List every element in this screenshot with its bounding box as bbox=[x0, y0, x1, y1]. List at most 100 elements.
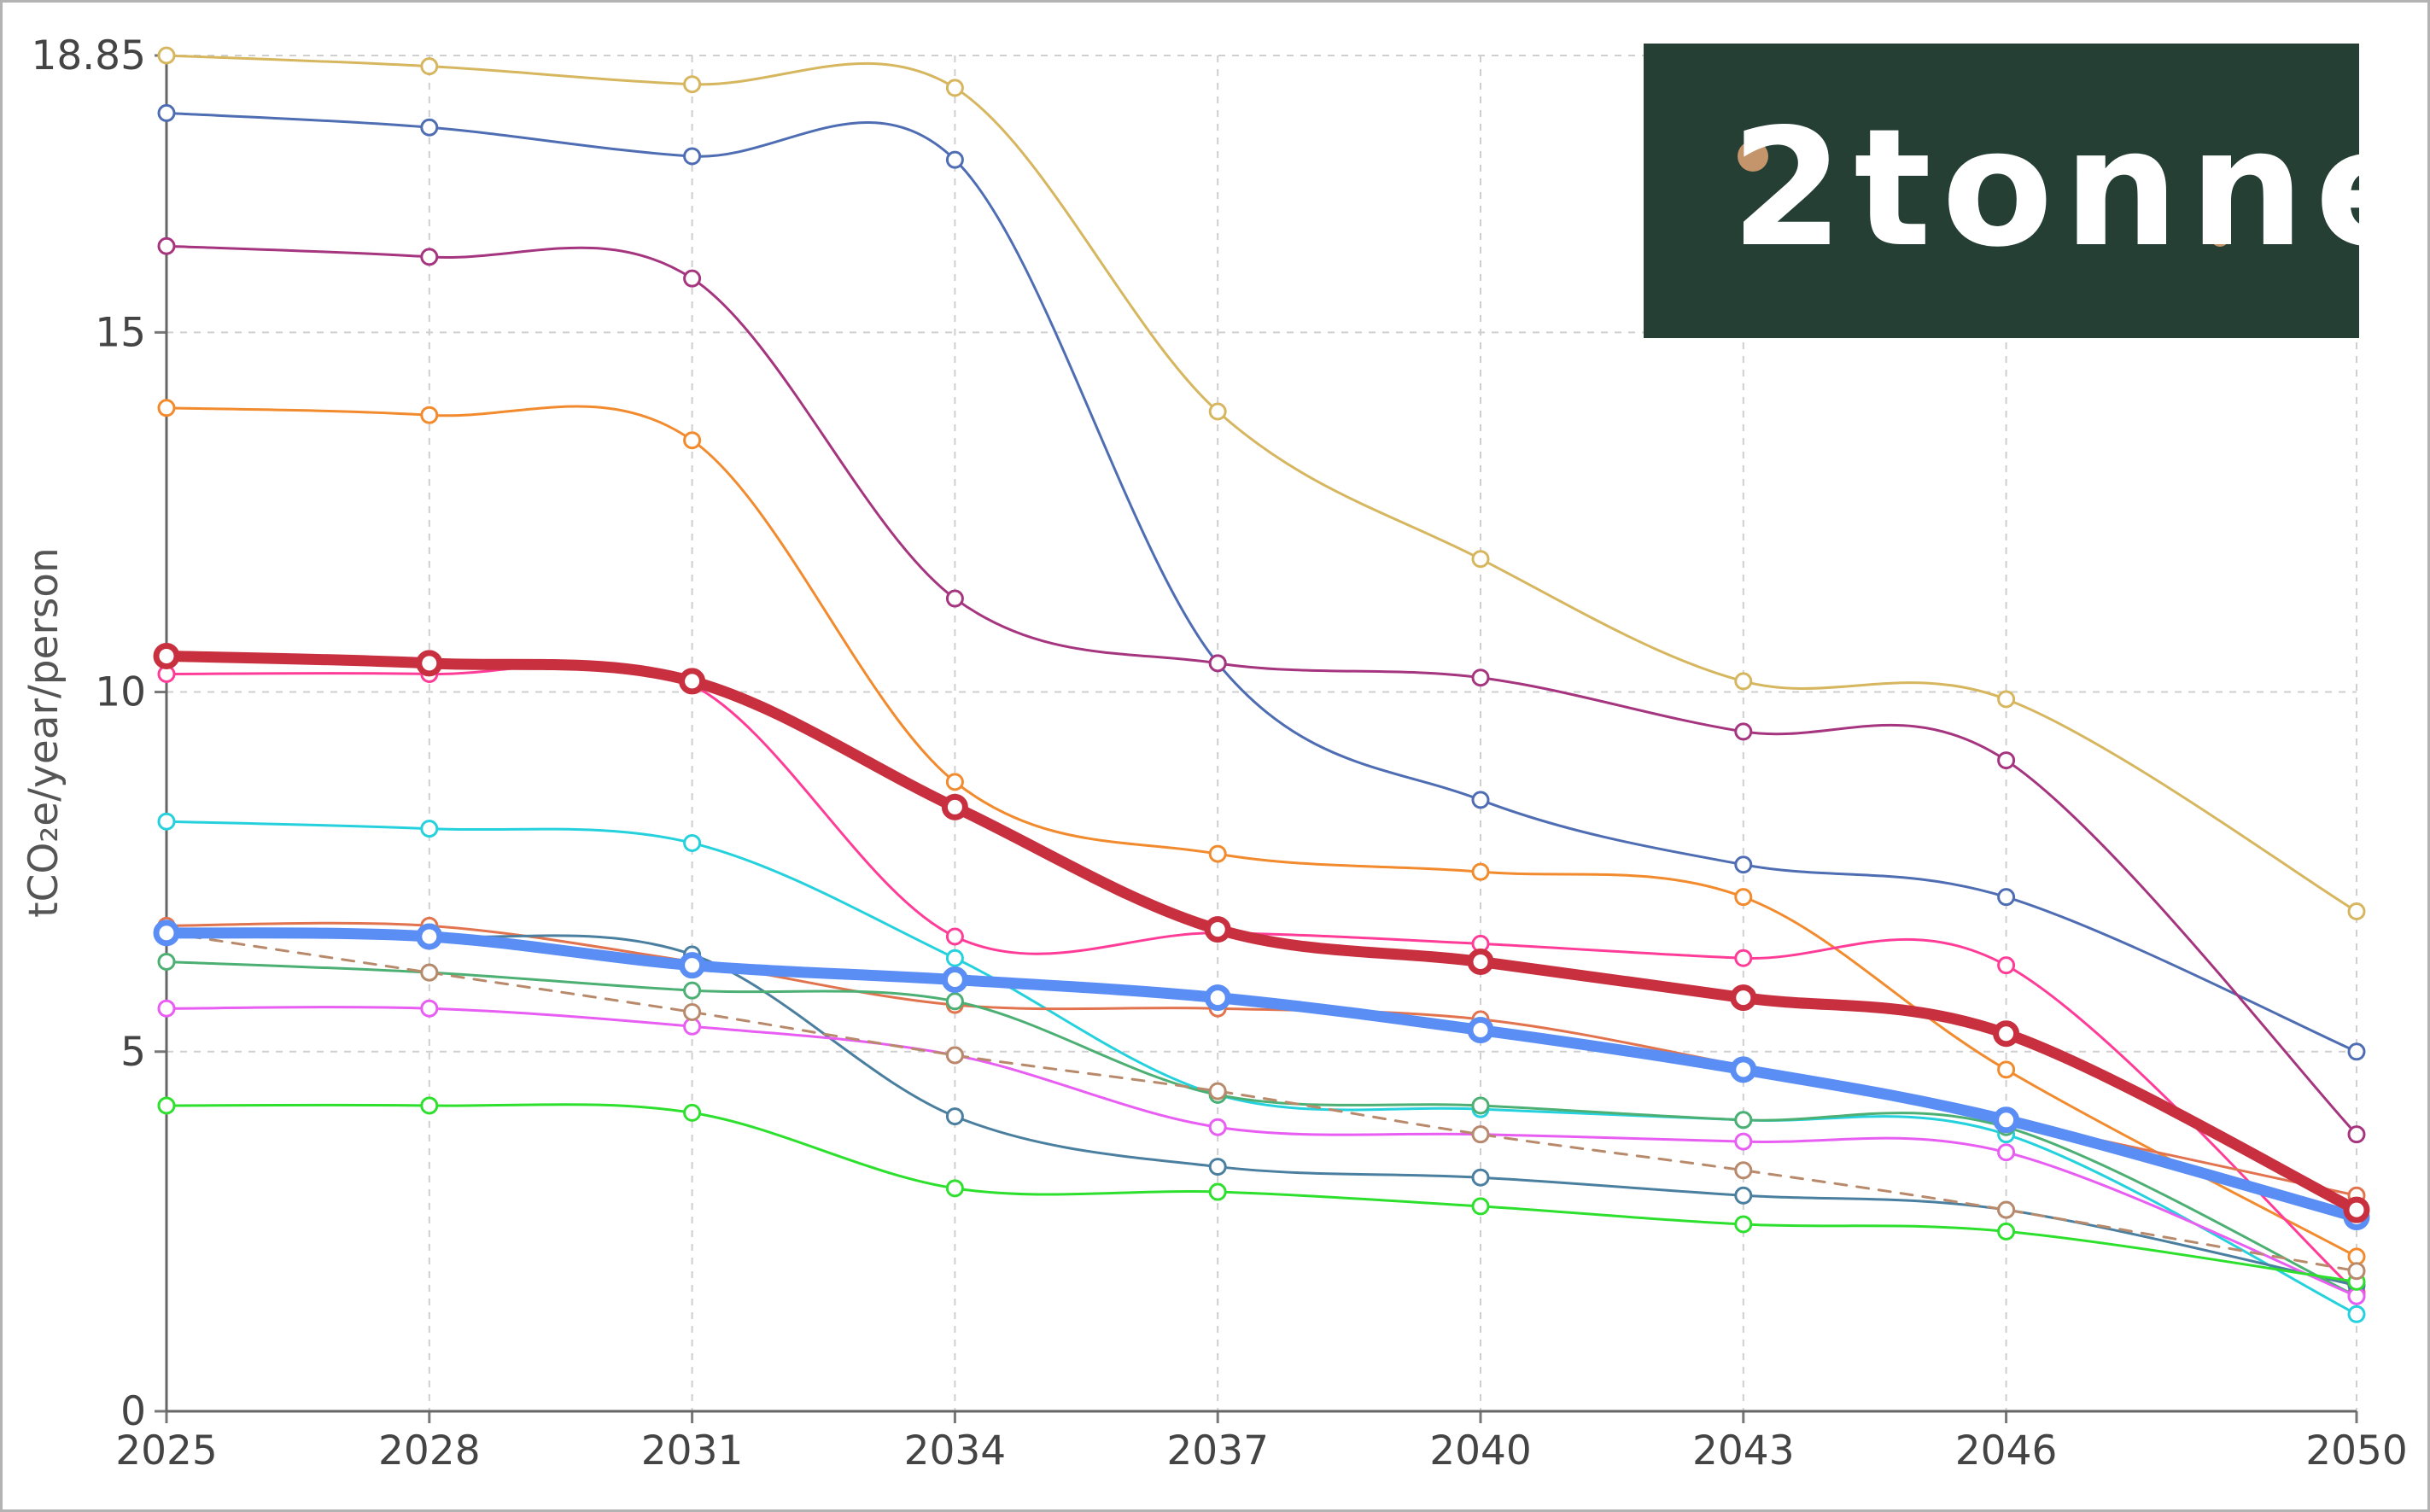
data-point bbox=[1208, 844, 1227, 863]
y-tick-label: 18.85 bbox=[31, 32, 146, 79]
data-point bbox=[683, 431, 702, 450]
data-point bbox=[1471, 862, 1490, 881]
y-tick-label: 10 bbox=[95, 669, 146, 716]
x-tick-label: 2040 bbox=[1429, 1427, 1532, 1474]
brand-logo: 2tonnes bbox=[1644, 44, 2427, 338]
data-point bbox=[416, 923, 443, 950]
x-tick-label: 2028 bbox=[378, 1427, 481, 1474]
x-tick-label: 2031 bbox=[641, 1427, 744, 1474]
data-point bbox=[1997, 690, 2016, 709]
data-point bbox=[157, 952, 176, 971]
data-point bbox=[420, 820, 439, 838]
data-point bbox=[683, 833, 702, 852]
data-point bbox=[1208, 654, 1227, 673]
data-point bbox=[683, 981, 702, 1000]
data-point bbox=[1997, 1200, 2016, 1219]
series-group bbox=[157, 924, 2366, 1281]
data-point bbox=[945, 927, 964, 946]
data-point bbox=[683, 269, 702, 288]
data-point bbox=[157, 1096, 176, 1115]
logo-background bbox=[1644, 44, 2359, 338]
x-tick-label: 2037 bbox=[1166, 1427, 1269, 1474]
series-group bbox=[157, 46, 2366, 921]
data-point bbox=[1471, 1197, 1490, 1216]
data-point bbox=[157, 103, 176, 122]
logo-dot bbox=[2211, 228, 2229, 247]
line-chart: 2025 2028 2031 2034 2037 2040 2043 2046 2050 0 5 10… bbox=[20, 32, 2427, 1474]
data-point bbox=[1993, 1020, 2020, 1048]
logo-dot bbox=[1738, 141, 1768, 172]
series-line bbox=[165, 921, 2358, 1197]
data-point bbox=[420, 999, 439, 1018]
data-point bbox=[2347, 1042, 2366, 1061]
data-point bbox=[157, 812, 176, 831]
x-tick-label: 2025 bbox=[115, 1427, 218, 1474]
data-point bbox=[420, 57, 439, 76]
data-point bbox=[1734, 888, 1753, 907]
series-group bbox=[153, 642, 2370, 1223]
data-point bbox=[1208, 402, 1227, 421]
data-point bbox=[1208, 1158, 1227, 1176]
data-point bbox=[683, 1017, 702, 1036]
data-point bbox=[420, 248, 439, 266]
data-point bbox=[945, 992, 964, 1011]
data-point bbox=[945, 1107, 964, 1126]
data-point bbox=[941, 966, 968, 994]
data-point bbox=[1734, 949, 1753, 967]
data-point bbox=[157, 999, 176, 1018]
data-point bbox=[1734, 1111, 1753, 1130]
data-point bbox=[157, 236, 176, 255]
data-point bbox=[945, 1179, 964, 1198]
data-point bbox=[1734, 1186, 1753, 1205]
x-tick-label: 2046 bbox=[1955, 1427, 2058, 1474]
series-line bbox=[165, 1006, 2358, 1298]
data-point bbox=[2343, 1196, 2370, 1223]
data-point bbox=[1997, 1222, 2016, 1241]
data-point bbox=[1471, 791, 1490, 809]
data-point bbox=[2347, 1287, 2366, 1305]
data-point bbox=[1997, 1060, 2016, 1079]
data-point bbox=[683, 1002, 702, 1021]
data-point bbox=[1997, 751, 2016, 770]
y-tick-label: 0 bbox=[120, 1388, 146, 1435]
data-point bbox=[1471, 1168, 1490, 1187]
data-point bbox=[683, 1103, 702, 1122]
series-group bbox=[157, 399, 2366, 1266]
logo-wordmark: 2tonnes bbox=[1731, 94, 2427, 283]
data-point bbox=[1734, 1161, 1753, 1180]
data-point bbox=[157, 46, 176, 65]
data-point bbox=[1471, 550, 1490, 569]
data-point bbox=[420, 118, 439, 137]
series-line bbox=[165, 111, 2358, 1054]
series-group bbox=[157, 1096, 2366, 1291]
series-group bbox=[157, 812, 2366, 1323]
data-point bbox=[2347, 902, 2366, 921]
data-point bbox=[1471, 1125, 1490, 1144]
data-point bbox=[1730, 984, 1757, 1012]
data-point bbox=[1993, 1106, 2020, 1134]
data-point bbox=[2347, 1262, 2366, 1281]
data-point bbox=[945, 949, 964, 967]
tick-labels: 2025 2028 2031 2034 2037 2040 2043 2046 2050 0 5 10… bbox=[31, 32, 2407, 1474]
axes bbox=[155, 47, 2358, 1423]
data-point bbox=[683, 147, 702, 166]
y-tick-label: 5 bbox=[120, 1029, 146, 1076]
data-point bbox=[945, 773, 964, 791]
data-point bbox=[1997, 888, 2016, 907]
data-point bbox=[153, 642, 180, 669]
data-point bbox=[683, 75, 702, 94]
x-tick-label: 2050 bbox=[2305, 1427, 2408, 1474]
data-point bbox=[420, 1096, 439, 1115]
grid-lines bbox=[166, 55, 2357, 1411]
data-point bbox=[1204, 984, 1231, 1012]
data-point bbox=[420, 406, 439, 424]
data-point bbox=[1467, 948, 1494, 975]
data-point bbox=[2347, 1125, 2366, 1144]
series-group bbox=[157, 924, 2366, 1295]
series-group bbox=[157, 661, 2366, 1302]
data-point bbox=[420, 963, 439, 982]
y-axis-title: tCO₂e/year/person bbox=[20, 547, 67, 918]
data-point bbox=[1471, 668, 1490, 687]
data-point bbox=[1208, 1082, 1227, 1100]
